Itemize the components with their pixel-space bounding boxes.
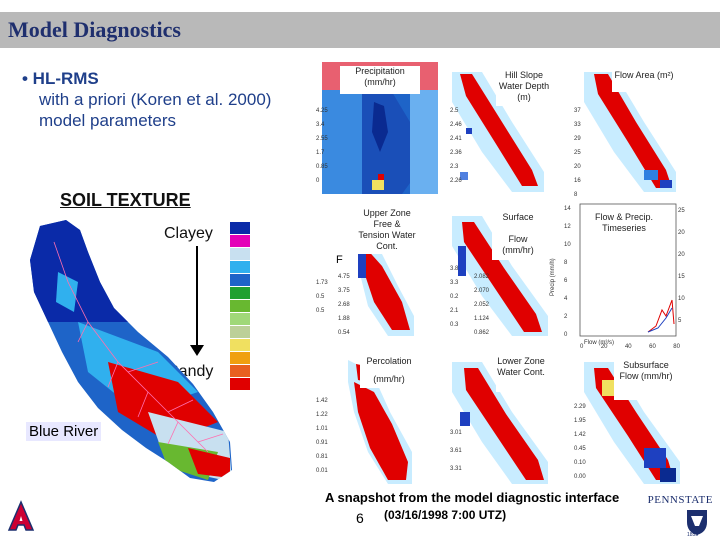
legend-swatch <box>230 222 250 234</box>
legend-swatch <box>230 235 250 247</box>
soil-arrow-shaft <box>196 246 198 349</box>
bullet-line-2: with a priori (Koren et al. 2000) <box>39 90 272 109</box>
surface-flow-label-1: Surface <box>492 212 544 223</box>
lower-zone-axis: 3.01 3.61 3.31 <box>450 430 462 472</box>
precip-axis: 4.25 3.4 2.55 1.7 0.85 0 <box>316 108 328 184</box>
subsurface-axis: 2.29 1.95 1.42 0.45 0.10 0.00 <box>574 404 586 480</box>
percolation-axis: 1.42 1.22 1.01 0.91 0.81 0.01 <box>316 398 328 474</box>
legend-swatch <box>230 287 250 299</box>
surface-flow-axis-right: 2.082 2.070 2.052 1.124 0.862 <box>474 274 490 336</box>
soil-texture-map <box>30 220 232 482</box>
flow-area-axis: 37 33 29 25 20 16 8 <box>574 108 581 198</box>
pennstate-year: 1855 <box>687 532 699 538</box>
surface-flow-label-2: Flow (mm/hr) <box>492 234 544 256</box>
timeseries-panel: Flow & Precip. Timeseries <box>590 212 658 238</box>
flow-area-panel: Flow Area (m²) <box>612 66 676 92</box>
soil-legend <box>230 222 250 391</box>
timeseries-label: Flow & Precip. Timeseries <box>590 212 658 234</box>
subsurface-label: Subsurface Flow (mm/hr) <box>614 360 678 382</box>
timeseries-xlabel: Flow (m³/s) <box>584 340 614 346</box>
hill-panel: Hill Slope Water Depth (m) <box>496 66 552 106</box>
legend-swatch <box>230 300 250 312</box>
upper-zone-axis-right: 4.75 3.75 2.68 1.88 0.54 <box>338 274 350 336</box>
bullet-text: • HL-RMS with a priori (Koren et al. 200… <box>22 68 271 131</box>
soil-label-clayey: Clayey <box>164 225 213 242</box>
precip-panel: Precipitation (mm/hr) <box>340 66 420 94</box>
percolation-panel: Percolation (mm/hr) <box>360 356 418 388</box>
upper-zone-axis-left: 1.73 0.5 0.5 <box>316 280 328 314</box>
timeseries-axis-left: 14 12 10 8 6 4 2 0 <box>564 206 571 338</box>
legend-swatch <box>230 326 250 338</box>
precip-label: Precipitation (mm/hr) <box>340 66 420 88</box>
legend-swatch <box>230 352 250 364</box>
lower-zone-panel: Lower Zone Water Cont. <box>496 356 546 392</box>
hill-label: Hill Slope Water Depth (m) <box>496 70 552 103</box>
soil-texture-title: SOIL TEXTURE <box>60 190 191 210</box>
legend-swatch <box>230 313 250 325</box>
page-number: 6 <box>356 510 364 526</box>
subsurface-panel: Subsurface Flow (mm/hr) <box>614 360 678 400</box>
blue-river-label: Blue River <box>26 422 102 441</box>
percolation-label-1: Percolation <box>360 356 418 367</box>
pennstate-shield-icon <box>687 510 707 535</box>
soil-arrow-head <box>190 345 204 356</box>
surface-flow-axis-left: 3.8 3.3 0.2 2.1 0.3 <box>450 266 459 328</box>
legend-swatch <box>230 261 250 273</box>
timeseries-ylabel: Precip (mm/h) <box>550 258 556 296</box>
bullet-line-1: • HL-RMS <box>22 69 99 88</box>
legend-swatch <box>230 248 250 260</box>
flow-area-label: Flow Area (m²) <box>612 70 676 81</box>
caption-line-1: A snapshot from the model diagnostic int… <box>325 490 620 505</box>
legend-swatch <box>230 378 250 390</box>
caption-line-2: (03/16/1998 7:00 UTZ) <box>384 508 507 522</box>
upper-zone-panel: Upper Zone Free & Tension Water Cont. <box>358 208 416 254</box>
legend-swatch <box>230 274 250 286</box>
upper-zone-label: Upper Zone Free & Tension Water Cont. <box>358 208 416 252</box>
title-bar: Model Diagnostics <box>0 12 720 48</box>
legend-swatch <box>230 365 250 377</box>
lower-zone-label: Lower Zone Water Cont. <box>496 356 546 378</box>
pennstate-wordmark: PENNSTATE <box>647 494 713 506</box>
bullet-line-3: model parameters <box>39 111 177 130</box>
timeseries-xticks: 0 20 40 60 80 <box>580 344 680 350</box>
arizona-logo <box>6 500 36 534</box>
percolation-label-2: (mm/hr) <box>360 374 418 385</box>
f-char: F <box>336 254 343 266</box>
legend-swatch <box>230 339 250 351</box>
timeseries-axis-right: 25 20 20 15 10 5 <box>678 208 685 324</box>
pennstate-logo: PENNSTATE 1855 <box>648 494 713 538</box>
surface-flow-panel: Surface Flow (mm/hr) <box>492 208 544 260</box>
slide-title: Model Diagnostics <box>8 17 181 42</box>
hill-axis: 2.5 2.46 2.41 2.36 2.3 2.26 <box>450 108 462 184</box>
